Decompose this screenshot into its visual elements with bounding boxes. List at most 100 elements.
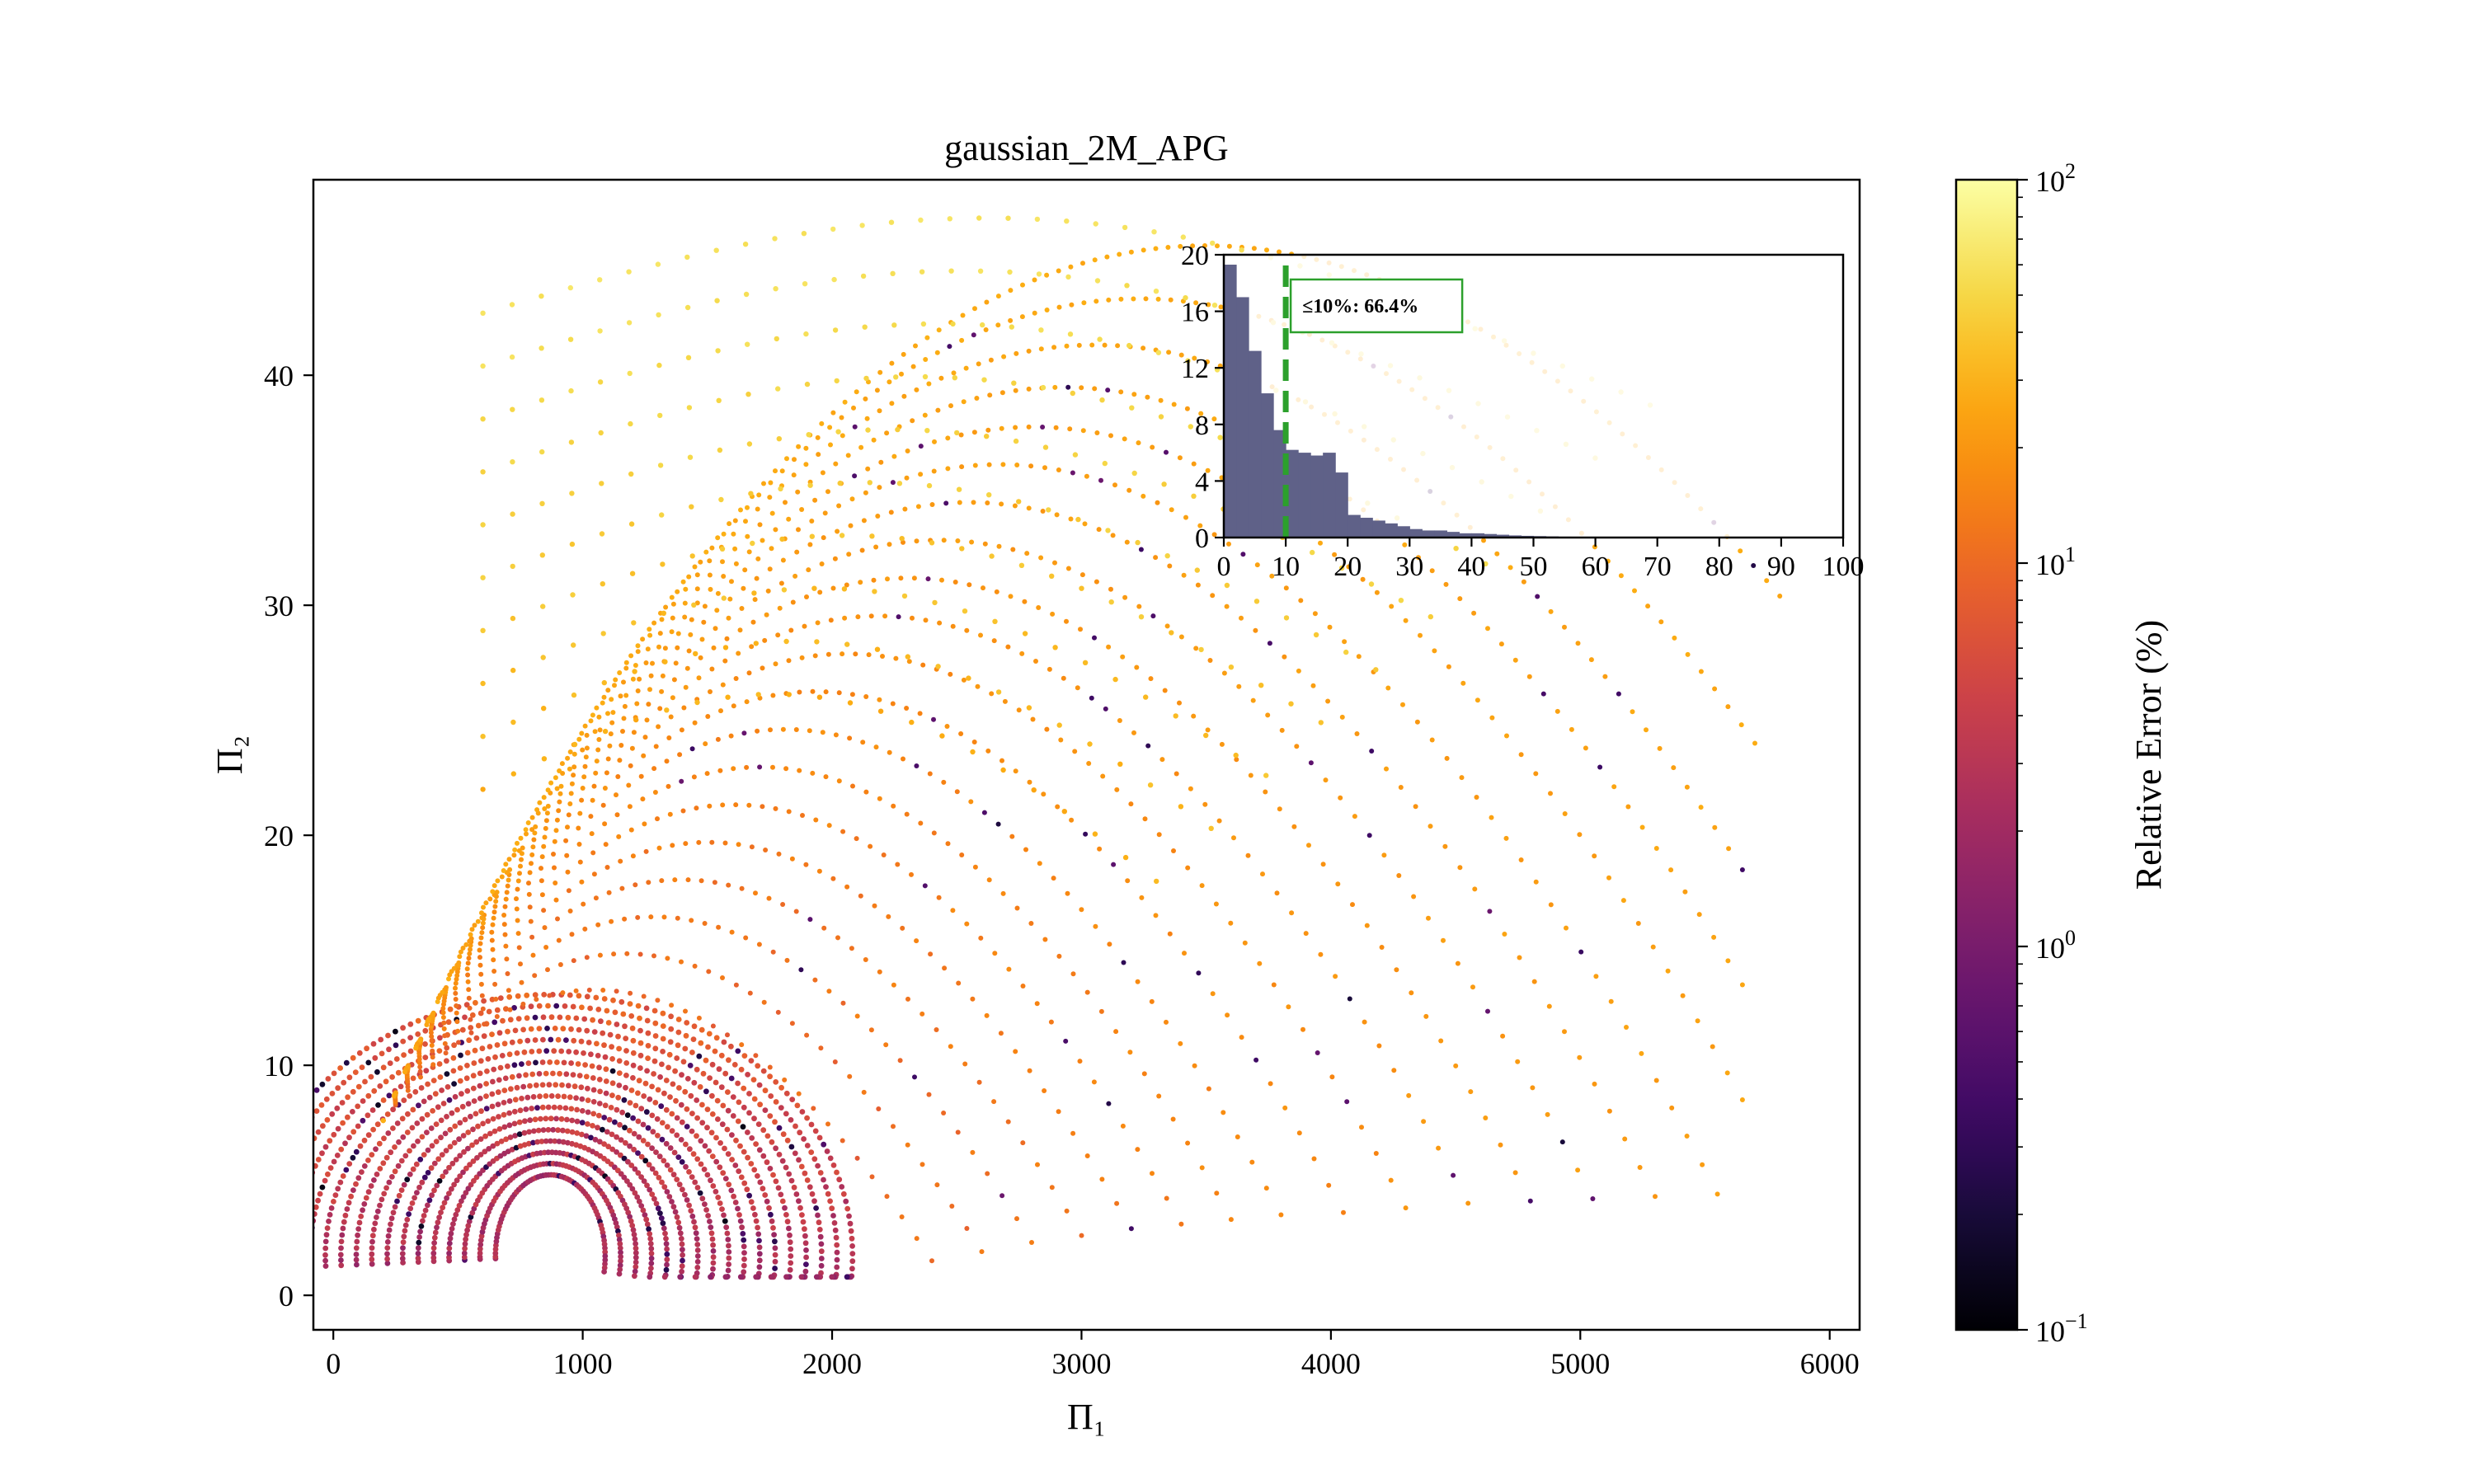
scatter-point [808, 1149, 815, 1155]
scatter-point [532, 1014, 539, 1021]
scatter-point [984, 434, 990, 439]
scatter-point [576, 993, 582, 999]
scatter-point [410, 1106, 416, 1113]
scatter-point [477, 1096, 483, 1101]
scatter-point [541, 795, 547, 801]
scatter-point [956, 486, 962, 492]
scatter-point [1303, 931, 1309, 937]
scatter-point [1362, 1019, 1367, 1025]
scatter-point [726, 1261, 731, 1267]
scatter-point [648, 673, 654, 679]
scatter-point [603, 1090, 609, 1097]
scatter-point [590, 1123, 595, 1129]
scatter-point [793, 909, 799, 914]
scatter-point [453, 980, 459, 986]
scatter-point [393, 1042, 399, 1049]
scatter-point [842, 615, 848, 621]
inset-y-tick-label: 16 [1181, 298, 1209, 328]
scatter-point [797, 1129, 803, 1136]
scatter-point [527, 1082, 533, 1089]
scatter-point [778, 580, 784, 586]
scatter-point [422, 1027, 429, 1034]
scatter-point [1239, 615, 1244, 621]
scatter-point [646, 880, 651, 885]
scatter-point [675, 1029, 682, 1036]
scatter-point [516, 1131, 523, 1138]
scatter-point [464, 1087, 471, 1094]
scatter-point [557, 1070, 562, 1077]
scatter-point [562, 1003, 568, 1009]
scatter-point [648, 914, 654, 920]
scatter-point [577, 859, 583, 865]
scatter-point [1738, 722, 1744, 728]
scatter-point [471, 1098, 477, 1104]
scatter-point [826, 823, 832, 829]
scatter-point [338, 1245, 344, 1252]
scatter-point [1411, 894, 1417, 899]
scatter-point [790, 599, 796, 605]
scatter-point [761, 481, 766, 486]
scatter-point [539, 448, 545, 455]
scatter-point [999, 758, 1004, 763]
scatter-point [602, 1261, 608, 1267]
scatter-point [807, 917, 813, 923]
scatter-point [480, 680, 486, 687]
scatter-point [659, 1179, 665, 1186]
scatter-point [1079, 1233, 1084, 1238]
scatter-point [623, 1060, 630, 1066]
scatter-point [509, 1039, 515, 1045]
scatter-point [489, 1091, 496, 1097]
scatter-point [692, 564, 698, 570]
scatter-point [313, 1087, 320, 1093]
scatter-point [1193, 300, 1199, 306]
scatter-point [1288, 701, 1294, 707]
scatter-point [510, 459, 515, 465]
scatter-point [761, 999, 767, 1005]
scatter-point [1739, 1097, 1745, 1102]
scatter-point [586, 1040, 592, 1045]
scatter-point [1100, 773, 1106, 779]
scatter-point [767, 566, 773, 572]
scatter-point [707, 1075, 713, 1081]
scatter-point [728, 1043, 734, 1050]
scatter-point [463, 1002, 470, 1008]
scatter-point [1359, 1125, 1364, 1130]
scatter-point [327, 1138, 333, 1144]
scatter-point [683, 1163, 689, 1170]
scatter-point [835, 935, 840, 941]
scatter-point [1398, 785, 1404, 790]
scatter-point [521, 1049, 528, 1055]
scatter-point [477, 1242, 484, 1247]
scatter-point [877, 369, 883, 375]
histogram-bar [1323, 453, 1336, 538]
scatter-point [612, 1009, 618, 1016]
scatter-point [755, 1063, 761, 1069]
scatter-point [741, 730, 747, 736]
scatter-point [780, 902, 786, 907]
scatter-point [497, 995, 504, 1001]
scatter-point [699, 1101, 705, 1108]
histogram-bar [1484, 533, 1498, 538]
scatter-point [748, 1161, 755, 1167]
scatter-point [509, 302, 515, 308]
scatter-point [655, 1205, 661, 1212]
scatter-point [400, 1134, 407, 1140]
scatter-point [1089, 342, 1095, 348]
scatter-point [417, 1068, 423, 1074]
scatter-point [585, 1109, 591, 1115]
scatter-point [1069, 302, 1075, 308]
scatter-point [934, 1182, 940, 1188]
scatter-point [1164, 553, 1170, 559]
scatter-point [345, 1094, 350, 1101]
scatter-point [698, 1138, 704, 1144]
scatter-point [467, 1162, 473, 1168]
scatter-point [571, 751, 577, 757]
scatter-point [637, 1027, 643, 1034]
scatter-point [741, 1104, 747, 1111]
scatter-point [439, 1152, 445, 1158]
scatter-point [465, 1223, 472, 1229]
scatter-point [365, 1092, 372, 1099]
scatter-point [282, 1203, 288, 1209]
scatter-point [473, 1111, 479, 1117]
scatter-point [694, 572, 700, 578]
